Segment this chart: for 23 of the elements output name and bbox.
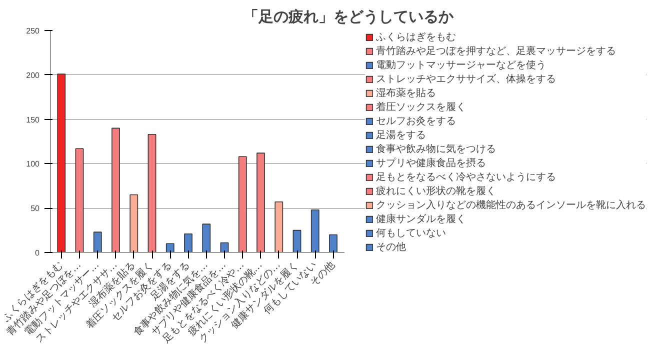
y-tick-label: 250 <box>26 26 40 36</box>
y-tick-label: 200 <box>26 70 40 80</box>
legend-label: セルフお灸をする <box>376 114 456 128</box>
legend-label: 足湯をする <box>376 129 426 142</box>
legend-label: 着圧ソックスを履く <box>376 100 466 114</box>
legend-label: 疲れにくい形状の靴を履く <box>376 184 496 198</box>
legend-label: 何もしていない <box>376 227 446 240</box>
y-tick-label: 50 <box>30 204 40 214</box>
legend-label: クッション入りなどの機能性のあるインソールを靴に入れる <box>376 198 646 212</box>
legend-label: 湿布薬を貼る <box>376 86 436 100</box>
y-tick-label: 0 <box>35 248 40 258</box>
legend-label: 健康サンダルを履く <box>376 212 466 226</box>
legend-label: ふくらはぎをもむ <box>376 31 456 44</box>
legend-label: 青竹踏みや足つぼを押すなど、足裏マッサージをする <box>376 44 616 58</box>
legend-label: その他 <box>376 241 406 254</box>
legend-label: 食事や飲み物に気をつける <box>376 142 496 156</box>
y-tick-label: 150 <box>26 115 40 124</box>
y-tick-label: 100 <box>26 160 40 169</box>
legend-label: ストレッチやエクササイズ、体操をする <box>376 73 556 86</box>
legend-label: 足もとをなるべく冷やさないようにする <box>376 171 556 184</box>
legend-label: サプリや健康食品を摂る <box>376 156 486 170</box>
chart-title: 「足の疲れ」をどうしているか <box>244 8 454 26</box>
legend-label: 電動フットマッサージャーなどを使う <box>376 59 546 72</box>
